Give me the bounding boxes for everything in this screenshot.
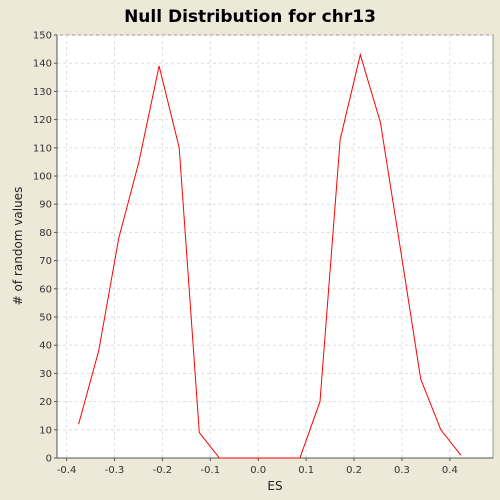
x-ticks: -0.4 -0.3 -0.2 -0.1 0.0 0.1 0.2 0.3 0.4	[57, 458, 458, 476]
series-line	[78, 52, 462, 459]
x-axis-label: ES	[267, 479, 282, 493]
y-tick-label: 60	[39, 284, 52, 295]
plot-area	[56, 34, 494, 459]
y-tick-label: 80	[39, 228, 52, 239]
y-axis-label: # of random values	[11, 187, 25, 306]
x-tick-label: 0.4	[442, 465, 458, 476]
y-tick-label: 90	[39, 200, 52, 211]
y-tick-label: 20	[39, 397, 52, 408]
y-tick-label: 140	[33, 59, 52, 70]
y-tick-label: 70	[39, 256, 52, 267]
y-tick-label: 40	[39, 341, 52, 352]
x-tick-label: 0.3	[394, 465, 410, 476]
y-tick-label: 130	[33, 87, 52, 98]
y-ticks: 0 10 20 30 40 50 60 70 80 90 100 110 120 130 140 150	[33, 31, 57, 465]
y-tick-label: 0	[46, 454, 52, 465]
y-tick-label: 50	[39, 313, 52, 324]
y-tick-label: 120	[33, 115, 52, 126]
y-tick-label: 30	[39, 369, 52, 380]
x-tick-label: 0.1	[298, 465, 314, 476]
x-tick-label: -0.3	[105, 465, 125, 476]
grid-lines	[57, 34, 493, 459]
chart-title: Null Distribution for chr13	[124, 7, 376, 27]
series-layer	[78, 52, 462, 459]
y-tick-label: 10	[39, 425, 52, 436]
x-tick-label: -0.2	[153, 465, 173, 476]
y-tick-label: 150	[33, 31, 52, 42]
y-tick-label: 110	[33, 143, 52, 154]
x-tick-label: 0.0	[250, 465, 266, 476]
x-tick-label: -0.4	[57, 465, 77, 476]
y-tick-label: 100	[33, 172, 52, 183]
x-tick-label: -0.1	[201, 465, 221, 476]
x-tick-label: 0.2	[346, 465, 362, 476]
